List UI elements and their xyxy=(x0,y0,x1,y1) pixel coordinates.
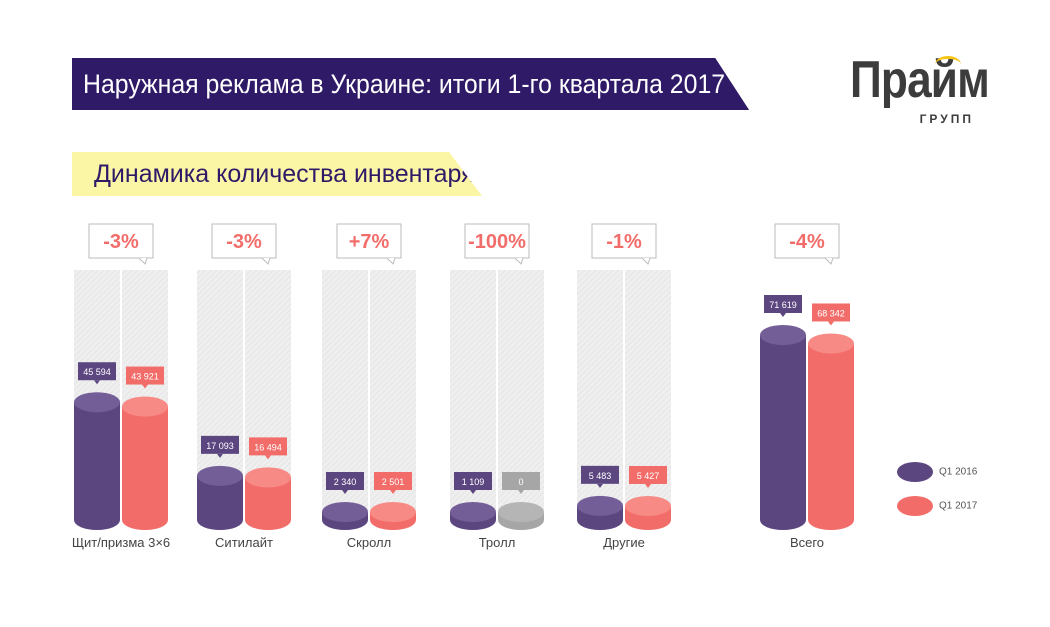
bar-top xyxy=(245,467,291,488)
value-label-box xyxy=(201,435,239,454)
legend-swatch-2017 xyxy=(897,496,933,516)
value-label-pointer xyxy=(342,490,348,494)
category-label: Другие xyxy=(603,535,645,550)
category-label: Ситилайт xyxy=(215,535,273,550)
change-percent: -3% xyxy=(226,231,262,253)
change-percent: -100% xyxy=(468,231,526,253)
value-label-pointer xyxy=(217,453,223,458)
logo-arc-icon xyxy=(935,56,961,73)
category-label: Щит/призма 3×6 xyxy=(72,535,170,550)
category-label: Тролл xyxy=(479,535,516,550)
bar-top xyxy=(74,392,120,413)
chart-subtitle: Динамика количества инвентаря xyxy=(72,152,482,196)
value-label: 2 340 xyxy=(334,477,357,487)
bar-top xyxy=(370,502,416,522)
legend-q1-2017: Q1 2017 xyxy=(897,496,977,516)
bar-1-0 xyxy=(122,406,168,520)
change-badge-pointer xyxy=(824,257,834,265)
change-percent: -3% xyxy=(103,231,139,253)
value-label-pointer xyxy=(94,380,100,385)
value-label-box xyxy=(126,366,164,385)
legend-q1-2016: Q1 2016 xyxy=(897,462,977,482)
value-label: 17 093 xyxy=(206,441,234,451)
bar-bottom xyxy=(74,510,120,530)
logo-main: Прайм xyxy=(850,51,990,109)
value-label-box xyxy=(812,303,850,322)
bar-0-0 xyxy=(74,402,120,520)
bar-bottom xyxy=(122,510,168,530)
change-badge xyxy=(591,223,657,259)
bar-top xyxy=(122,396,168,417)
value-label-pointer xyxy=(142,384,148,389)
value-label-box xyxy=(629,465,667,484)
bar-bottom xyxy=(625,510,671,530)
logo-sub: ГРУПП xyxy=(919,112,974,126)
value-label-pointer xyxy=(645,483,651,488)
value-label: 5 483 xyxy=(589,471,612,481)
change-percent: -1% xyxy=(606,231,642,253)
change-badge-pointer xyxy=(261,257,271,265)
bar-top xyxy=(498,502,544,522)
value-label-box xyxy=(249,437,287,456)
bar-bottom xyxy=(577,510,623,530)
legend-label: Q1 2017 xyxy=(939,500,978,512)
change-badge xyxy=(774,223,840,259)
bar-top xyxy=(450,502,496,522)
value-label-pointer xyxy=(518,490,524,494)
change-percent: +7% xyxy=(349,231,390,253)
brand-logo: Прайм ГРУПП xyxy=(850,50,990,130)
value-label-pointer xyxy=(780,313,786,317)
bar-top xyxy=(197,465,243,486)
value-label-pointer xyxy=(828,321,834,326)
value-label-box xyxy=(581,465,619,484)
bar-top xyxy=(760,325,806,345)
value-label: 1 109 xyxy=(462,477,485,487)
value-label-pointer xyxy=(597,483,603,488)
change-badge-pointer xyxy=(514,257,524,265)
change-percent: -4% xyxy=(789,231,825,253)
bar-bottom xyxy=(197,510,243,530)
change-badge-pointer xyxy=(138,257,148,265)
bar-top xyxy=(625,495,671,516)
bar-bottom xyxy=(808,510,854,530)
value-label: 43 921 xyxy=(131,372,159,382)
value-label: 16 494 xyxy=(254,442,282,452)
value-label-pointer xyxy=(470,490,476,494)
change-badge-pointer xyxy=(386,257,396,265)
value-label: 68 342 xyxy=(817,308,845,318)
page-title: Наружная реклама в Украине: итоги 1-го к… xyxy=(72,58,750,110)
value-label: 71 619 xyxy=(769,300,797,310)
change-badge xyxy=(336,223,402,259)
bar-bottom xyxy=(760,510,806,530)
value-label-box xyxy=(764,295,802,313)
value-label: 5 427 xyxy=(637,471,660,481)
category-label: Всего xyxy=(790,535,824,550)
change-badge xyxy=(88,223,154,259)
value-label: 2 501 xyxy=(382,477,405,487)
value-label-box xyxy=(454,472,492,490)
change-badge xyxy=(464,223,530,259)
bar-top xyxy=(808,333,854,354)
value-label-box xyxy=(502,472,540,490)
bar-0-5 xyxy=(760,335,806,520)
bar-bottom xyxy=(245,510,291,530)
bar-1-5 xyxy=(808,343,854,520)
value-label: 45 594 xyxy=(83,367,111,377)
bar-top xyxy=(577,495,623,516)
legend-label: Q1 2016 xyxy=(939,466,978,478)
category-label: Скролл xyxy=(347,535,391,550)
bar-top xyxy=(322,502,368,522)
value-label-box xyxy=(374,472,412,490)
value-label: 0 xyxy=(518,477,523,487)
value-label-pointer xyxy=(265,455,271,460)
change-badge-pointer xyxy=(641,257,651,265)
value-label-pointer xyxy=(390,490,396,494)
value-label-box xyxy=(78,362,116,381)
change-badge xyxy=(211,223,277,259)
legend-swatch-2016 xyxy=(897,462,933,482)
value-label-box xyxy=(326,472,364,490)
